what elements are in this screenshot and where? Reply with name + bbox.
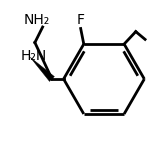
Text: F: F: [77, 13, 85, 27]
Text: H₂N: H₂N: [21, 49, 47, 63]
Text: NH₂: NH₂: [24, 13, 50, 27]
Polygon shape: [30, 57, 54, 81]
